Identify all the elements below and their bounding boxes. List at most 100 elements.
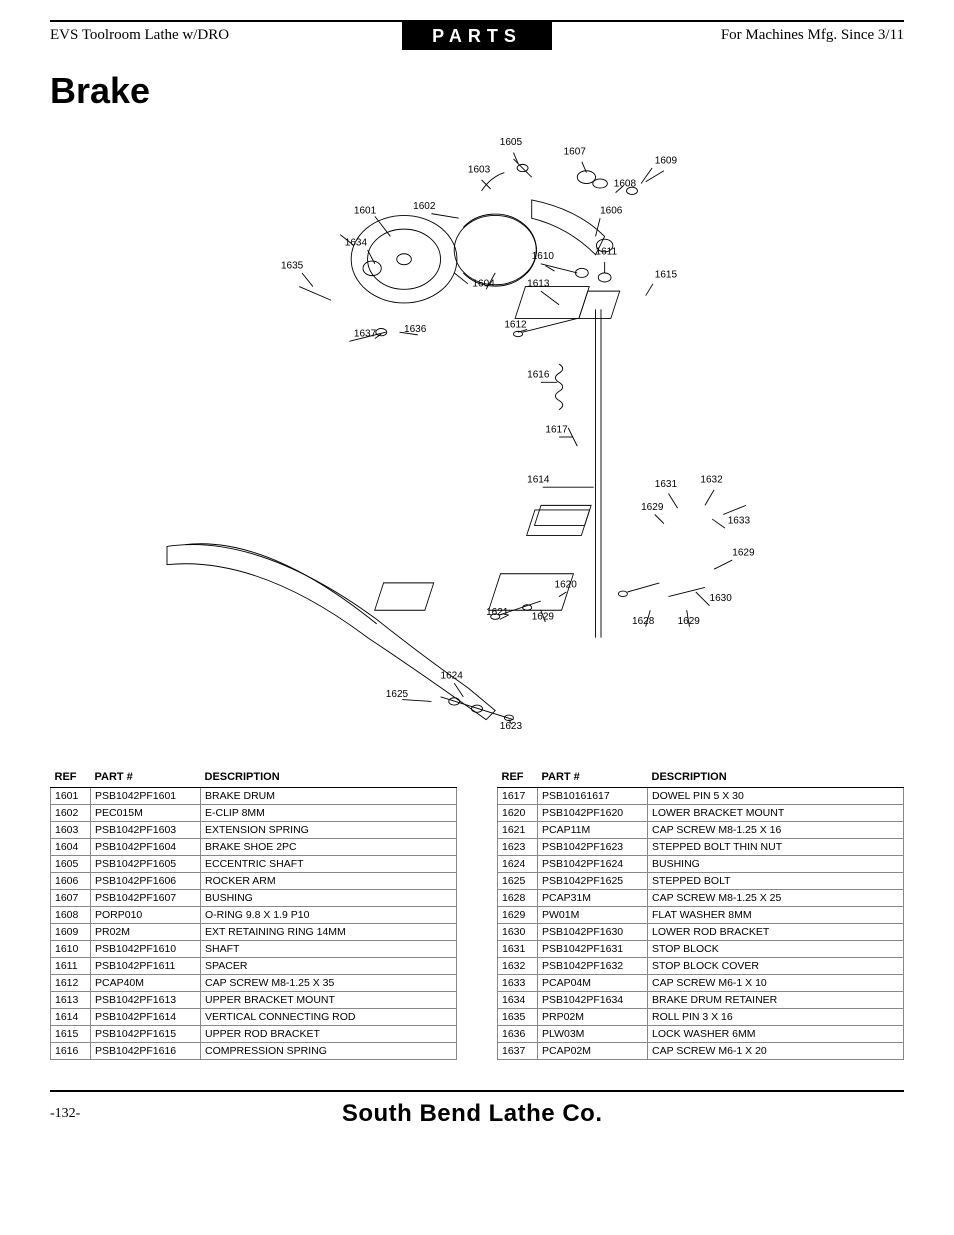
callout-label: 1604 (472, 279, 495, 290)
table-row: 1635PRP02MROLL PIN 3 X 16 (498, 1009, 904, 1026)
cell-desc: CAP SCREW M6-1 X 10 (648, 975, 904, 992)
callout-label: 1636 (404, 324, 427, 335)
table-row: 1621PCAP11MCAP SCREW M8-1.25 X 16 (498, 822, 904, 839)
table-row: 1608PORP010O-RING 9.8 X 1.9 P10 (51, 907, 457, 924)
col-desc: DESCRIPTION (648, 767, 904, 788)
col-part: PART # (538, 767, 648, 788)
cell-ref: 1615 (51, 1026, 91, 1043)
table-row: 1615PSB1042PF1615UPPER ROD BRACKET (51, 1026, 457, 1043)
cell-part: PEC015M (91, 805, 201, 822)
cell-part: PSB1042PF1631 (538, 941, 648, 958)
cell-ref: 1629 (498, 907, 538, 924)
callout-label: 1609 (655, 155, 678, 166)
table-row: 1606PSB1042PF1606ROCKER ARM (51, 873, 457, 890)
cell-ref: 1621 (498, 822, 538, 839)
cell-part: PCAP04M (538, 975, 648, 992)
callout-label: 1601 (354, 206, 377, 217)
cell-part: PSB1042PF1605 (91, 856, 201, 873)
cell-part: PSB1042PF1607 (91, 890, 201, 907)
cell-ref: 1616 (51, 1043, 91, 1060)
table-row: 1613PSB1042PF1613UPPER BRACKET MOUNT (51, 992, 457, 1009)
cell-part: PSB1042PF1611 (91, 958, 201, 975)
cell-ref: 1601 (51, 788, 91, 805)
cell-desc: LOWER BRACKET MOUNT (648, 805, 904, 822)
parts-table-left: REF PART # DESCRIPTION 1601PSB1042PF1601… (50, 767, 457, 1060)
callout-label: 1629 (678, 616, 701, 627)
table-row: 1612PCAP40MCAP SCREW M8-1.25 X 35 (51, 975, 457, 992)
cell-desc: CAP SCREW M6-1 X 20 (648, 1043, 904, 1060)
cell-desc: ROLL PIN 3 X 16 (648, 1009, 904, 1026)
callout-label: 1605 (500, 137, 523, 148)
cell-part: PSB1042PF1634 (538, 992, 648, 1009)
callout-label: 1621 (486, 607, 509, 618)
cell-part: PSB1042PF1615 (91, 1026, 201, 1043)
callout-label: 1637 (354, 329, 377, 340)
callout-label: 1628 (632, 616, 655, 627)
cell-ref: 1625 (498, 873, 538, 890)
page-header: EVS Toolroom Lathe w/DRO PARTS For Machi… (50, 20, 904, 50)
parts-table-right: REF PART # DESCRIPTION 1617PSB10161617DO… (497, 767, 904, 1060)
cell-ref: 1608 (51, 907, 91, 924)
cell-desc: STEPPED BOLT (648, 873, 904, 890)
cell-desc: STEPPED BOLT THIN NUT (648, 839, 904, 856)
table-row: 1607PSB1042PF1607BUSHING (51, 890, 457, 907)
cell-desc: BRAKE DRUM RETAINER (648, 992, 904, 1009)
cell-part: PCAP02M (538, 1043, 648, 1060)
callout-label: 1608 (614, 178, 637, 189)
cell-ref: 1633 (498, 975, 538, 992)
callout-label: 1629 (532, 611, 555, 622)
cell-desc: COMPRESSION SPRING (201, 1043, 457, 1060)
table-row: 1623PSB1042PF1623STEPPED BOLT THIN NUT (498, 839, 904, 856)
cell-part: PR02M (91, 924, 201, 941)
exploded-diagram: 1605160716091603160816011602160616341610… (50, 127, 904, 747)
table-row: 1624PSB1042PF1624BUSHING (498, 856, 904, 873)
cell-part: PSB1042PF1613 (91, 992, 201, 1009)
table-row: 1632PSB1042PF1632STOP BLOCK COVER (498, 958, 904, 975)
table-row: 1616PSB1042PF1616COMPRESSION SPRING (51, 1043, 457, 1060)
callout-label: 1620 (555, 579, 578, 590)
cell-ref: 1609 (51, 924, 91, 941)
callout-label: 1603 (468, 165, 491, 176)
callout-label: 1633 (728, 516, 751, 527)
callout-label: 1614 (527, 475, 550, 486)
callout-label: 1624 (441, 671, 464, 682)
cell-ref: 1620 (498, 805, 538, 822)
cell-part: PSB1042PF1603 (91, 822, 201, 839)
table-row: 1609PR02MEXT RETAINING RING 14MM (51, 924, 457, 941)
page-footer: -132- South Bend Lathe Co. (50, 1090, 904, 1128)
page-number: -132- (50, 1106, 80, 1122)
cell-ref: 1605 (51, 856, 91, 873)
cell-ref: 1623 (498, 839, 538, 856)
cell-ref: 1614 (51, 1009, 91, 1026)
callout-label: 1631 (655, 479, 678, 490)
col-part: PART # (91, 767, 201, 788)
callout-label: 1617 (545, 424, 568, 435)
cell-desc: BRAKE DRUM (201, 788, 457, 805)
cell-ref: 1602 (51, 805, 91, 822)
callout-label: 1615 (655, 269, 678, 280)
parts-tables-row: REF PART # DESCRIPTION 1601PSB1042PF1601… (50, 767, 904, 1060)
table-row: 1610PSB1042PF1610SHAFT (51, 941, 457, 958)
table-row: 1634PSB1042PF1634BRAKE DRUM RETAINER (498, 992, 904, 1009)
table-row: 1637PCAP02MCAP SCREW M6-1 X 20 (498, 1043, 904, 1060)
cell-desc: BUSHING (201, 890, 457, 907)
callout-label: 1630 (710, 593, 733, 604)
header-left-text: EVS Toolroom Lathe w/DRO (50, 22, 402, 50)
cell-ref: 1634 (498, 992, 538, 1009)
cell-ref: 1612 (51, 975, 91, 992)
table-row: 1614PSB1042PF1614VERTICAL CONNECTING ROD (51, 1009, 457, 1026)
cell-part: PSB1042PF1616 (91, 1043, 201, 1060)
callout-label: 1616 (527, 370, 550, 381)
cell-desc: UPPER BRACKET MOUNT (201, 992, 457, 1009)
table-row: 1633PCAP04MCAP SCREW M6-1 X 10 (498, 975, 904, 992)
cell-part: PSB1042PF1632 (538, 958, 648, 975)
cell-desc: BRAKE SHOE 2PC (201, 839, 457, 856)
footer-brand: South Bend Lathe Co. (80, 1100, 904, 1128)
cell-ref: 1630 (498, 924, 538, 941)
header-right-text: For Machines Mfg. Since 3/11 (552, 22, 904, 50)
cell-part: PCAP11M (538, 822, 648, 839)
table-row: 1601PSB1042PF1601BRAKE DRUM (51, 788, 457, 805)
callout-label: 1611 (596, 247, 618, 258)
cell-desc: O-RING 9.8 X 1.9 P10 (201, 907, 457, 924)
cell-ref: 1636 (498, 1026, 538, 1043)
